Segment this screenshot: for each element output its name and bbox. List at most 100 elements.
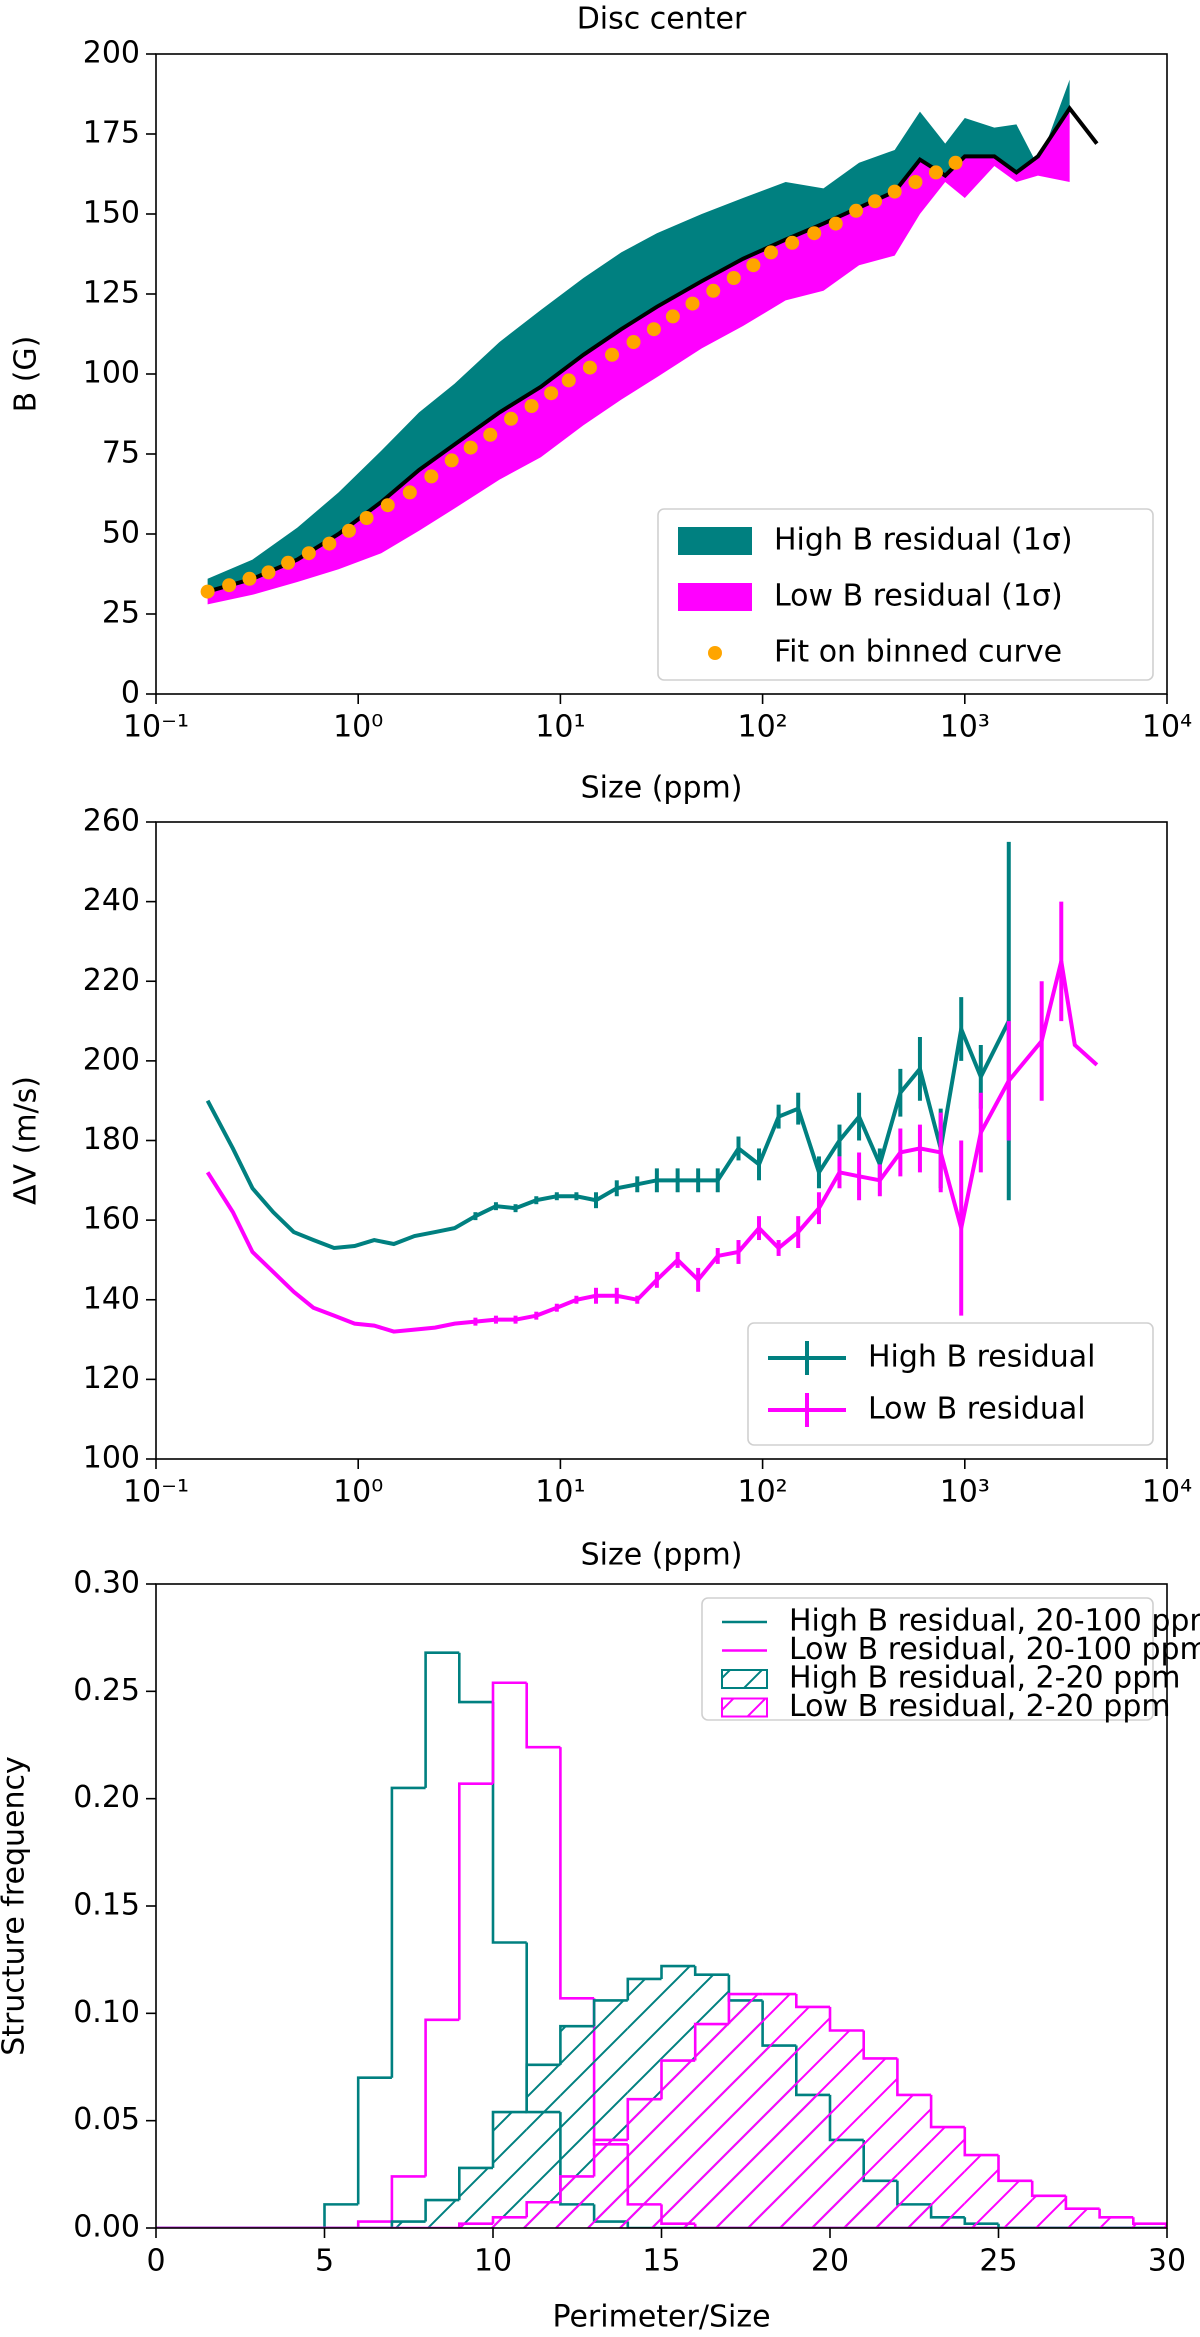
- hatch-fill: [526, 2064, 561, 2228]
- y-axis-label: ΔV (m/s): [9, 1076, 44, 1205]
- chart-title: Disc center: [577, 2, 747, 37]
- y-tick-label: 200: [83, 1042, 140, 1077]
- y-tick-label: 140: [83, 1281, 140, 1316]
- fit-dot: [763, 245, 778, 260]
- fit-dot: [948, 155, 963, 170]
- hist-step: [323, 2203, 359, 2228]
- hatch-fill: [526, 2202, 561, 2228]
- hist-step: [1030, 2180, 1066, 2198]
- hist-step: [929, 2094, 965, 2129]
- x-tick-label: 0: [146, 2244, 165, 2279]
- hatch-fill: [695, 2024, 729, 2228]
- fit-dot: [341, 523, 356, 538]
- x-tick-label: 10⁴: [1142, 1475, 1192, 1510]
- fit-dot: [807, 226, 822, 241]
- fit-dot: [504, 411, 519, 426]
- hist-step: [390, 2175, 426, 2222]
- hist-step: [828, 2006, 864, 2032]
- fit-dot: [706, 283, 721, 298]
- hist-step: [1132, 2217, 1167, 2228]
- fit-dot: [222, 578, 237, 593]
- x-axis-label: Perimeter/Size: [552, 2300, 770, 2335]
- hist-step: [390, 1786, 426, 2078]
- hatch-fill: [493, 2112, 527, 2228]
- hatch-fill: [459, 2223, 493, 2228]
- fit-dot: [928, 165, 943, 180]
- x-tick-label: 20: [811, 2244, 849, 2279]
- x-tick-label: 10²: [737, 1475, 787, 1510]
- hist-step: [491, 2110, 527, 2168]
- hist-step: [458, 2222, 493, 2228]
- x-axis-label: Size (ppm): [581, 1538, 743, 1573]
- y-tick-label: 260: [83, 804, 140, 839]
- hatch-fill: [425, 2200, 460, 2228]
- plot-area: [205, 841, 1099, 1334]
- hist-step: [559, 2175, 595, 2203]
- hatch-fill: [897, 2094, 932, 2228]
- legend-box: [701, 1597, 1154, 1721]
- legend-dot: [708, 646, 722, 660]
- hatch-fill: [560, 2176, 595, 2228]
- fit-dot: [746, 258, 761, 273]
- hist-step: [592, 1999, 628, 2027]
- fit-dot: [561, 373, 576, 388]
- y-tick-label: 100: [83, 356, 140, 391]
- y-tick-label: 50: [102, 516, 140, 551]
- legend-label: Low B residual, 20-100 ppm: [789, 1632, 1200, 1667]
- legend-label: Low B residual: [868, 1392, 1086, 1427]
- legend-patch: [721, 1669, 768, 1689]
- legend-label: High B residual: [868, 1340, 1095, 1375]
- x-tick-label: 10⁴: [1142, 710, 1192, 745]
- hatch-fill: [998, 2180, 1033, 2228]
- hist-step: [1098, 2208, 1134, 2219]
- fit-dot: [685, 296, 700, 311]
- series-line: [205, 1020, 1011, 1251]
- fit-dot: [646, 322, 661, 337]
- legend: High B residual Low B residual: [747, 1322, 1154, 1446]
- hist-step: [491, 1681, 527, 1784]
- y-tick-label: 175: [83, 116, 140, 151]
- y-tick-label: 0.05: [73, 2102, 140, 2137]
- plot-area: [200, 79, 1099, 605]
- hatch-fill: [728, 1994, 763, 2228]
- x-tick-label: 10⁰: [333, 1475, 383, 1510]
- x-tick-label: 10³: [940, 1475, 990, 1510]
- hist-step: [424, 1651, 460, 1788]
- legend-label: High B residual, 20-100 ppm: [789, 1604, 1200, 1639]
- y-axis-label: Structure frequency: [0, 1756, 32, 2056]
- fit-dot: [849, 203, 864, 218]
- plot-area: [156, 1651, 1167, 2228]
- hist-step: [693, 1966, 729, 1976]
- legend-box: [747, 1322, 1154, 1446]
- hist-step: [559, 1747, 595, 2000]
- x-tick-label: 10⁻¹: [123, 710, 189, 745]
- legend-label: Fit on binned curve: [774, 635, 1062, 670]
- hatch-fill: [1133, 2223, 1167, 2228]
- x-tick-label: 10⁻¹: [123, 1475, 189, 1510]
- hist-step: [963, 2127, 999, 2157]
- hist-step: [693, 2022, 729, 2061]
- median-line: [207, 104, 1099, 594]
- y-tick-label: 25: [102, 596, 140, 631]
- fit-dot: [828, 216, 843, 231]
- hist-step: [458, 1782, 493, 2020]
- x-tick-label: 15: [642, 2244, 680, 2279]
- hist-step: [626, 2097, 662, 2140]
- fit-dot: [665, 309, 680, 324]
- hatch-fill: [1032, 2195, 1066, 2228]
- hist-step: [660, 2059, 696, 2100]
- hist-step: [559, 2024, 595, 2065]
- x-tick-label: 10¹: [535, 710, 585, 745]
- hatch-fill: [1065, 2208, 1100, 2228]
- x-tick-label: 30: [1148, 2244, 1186, 2279]
- hist-step: [660, 1964, 696, 1979]
- fit-dot: [261, 565, 276, 580]
- legend-label: Low B residual, 2-20 ppm: [789, 1689, 1171, 1724]
- fit-dot: [463, 440, 478, 455]
- hist-step: [424, 2018, 460, 2177]
- hist-step: [896, 2058, 932, 2097]
- legend-label: High B residual (1σ): [774, 523, 1073, 558]
- fit-dot: [868, 194, 883, 209]
